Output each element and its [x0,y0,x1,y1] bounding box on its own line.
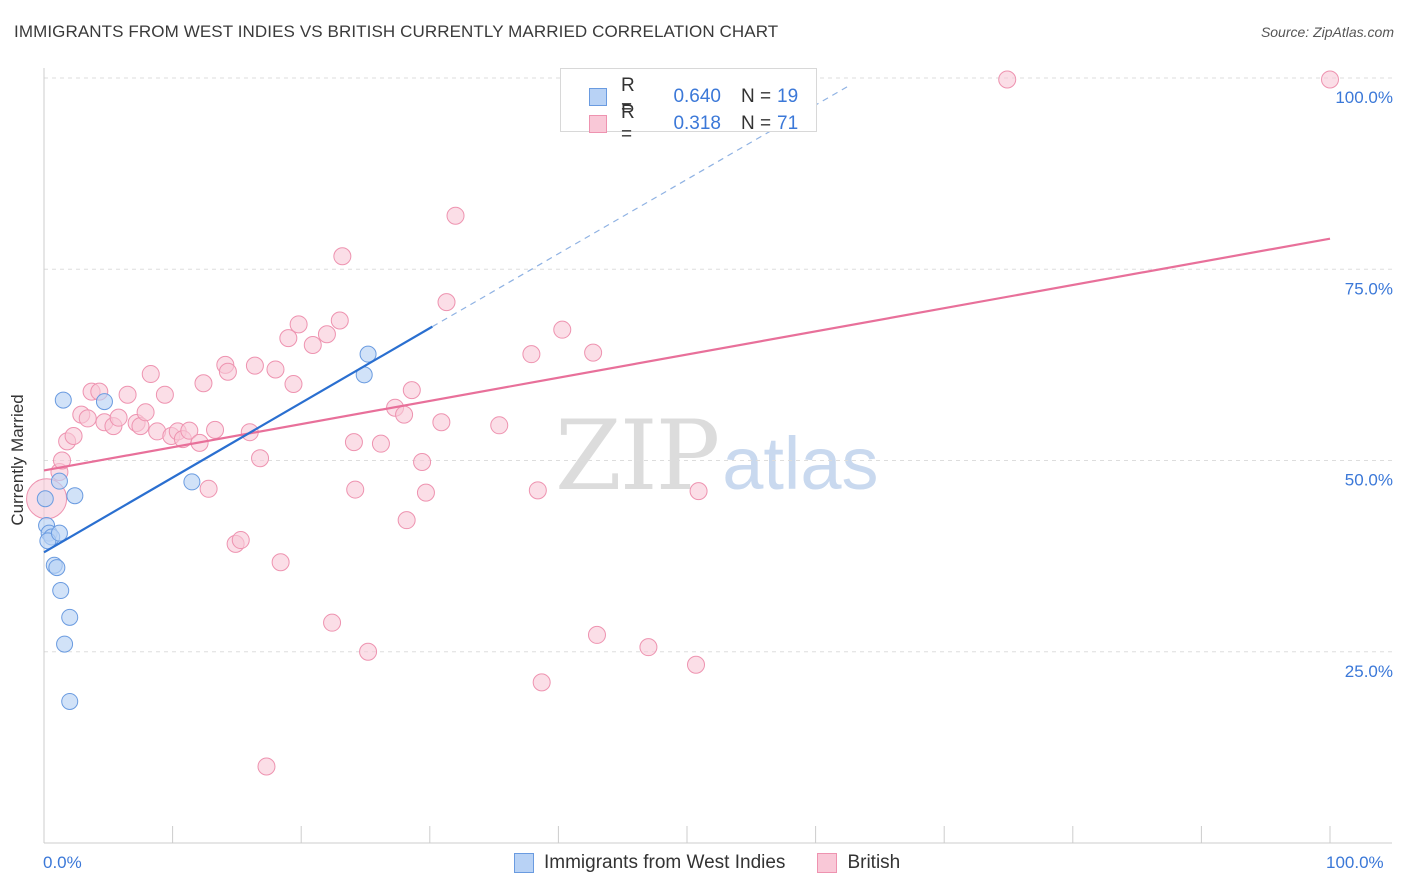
british-point [155,385,174,404]
british-point [395,405,414,424]
west-indies-point [66,487,84,505]
british-point [490,416,509,435]
british-point [118,385,137,404]
legend-label-british: British [847,852,901,873]
british-point [231,531,250,550]
british-point [317,325,336,344]
chart-title: IMMIGRANTS FROM WEST INDIES VS BRITISH C… [14,22,779,41]
x-tick-label-min: 0.0% [43,853,82,872]
british-point [346,480,365,499]
west-indies-point [61,692,79,710]
british-point [587,625,606,644]
british-point [199,479,218,498]
legend-item-west-indies: Immigrants from West Indies [514,852,785,874]
british-point [64,427,83,446]
british-point [532,673,551,692]
legend-r-value: 0.640 [673,86,721,107]
west-indies-point [36,490,54,508]
legend-r-value: 0.318 [673,113,721,134]
british-point [344,433,363,452]
y-axis-label: Currently Married [8,394,27,526]
y-tick-label: 50.0% [1345,471,1393,490]
british-point [413,453,432,472]
y-tick-label: 25.0% [1345,662,1393,681]
british-point [109,408,128,427]
british-point [446,206,465,225]
british-point [323,613,342,632]
british-point [437,293,456,312]
legend-r-label: R = [621,75,635,118]
source-label: Source: ZipAtlas.com [1260,24,1394,40]
y-tick-label: 100.0% [1335,88,1393,107]
legend-n-label: N = [741,113,772,134]
british-point [180,421,199,440]
legend-swatch-blue [589,88,607,106]
british-point [257,757,276,776]
british-point [136,403,155,422]
british-point [639,638,658,657]
legend-item-british: British [817,852,900,874]
west-indies-point [54,391,72,409]
legend-label-west-indies: Immigrants from West Indies [544,852,786,873]
west-indies-trend-line [43,325,433,554]
british-point [330,311,349,330]
legend-row-west-indies: R = 0.640 N = 19 [589,75,798,119]
british-point [78,409,97,428]
british-point [218,362,237,381]
british-point [266,360,285,379]
british-point [998,70,1017,89]
british-point [432,413,451,432]
british-point [279,329,298,348]
correlation-legend: R = 0.640 N = 19 R = 0.318 N = 71 [560,68,817,145]
british-point [53,451,72,470]
legend-r-label: R = [621,102,635,145]
west-indies-point [359,345,377,363]
british-point [271,553,290,572]
british-point [689,482,708,501]
british-point [584,343,603,362]
west-indies-point [50,524,68,542]
legend-swatch-pink [589,115,607,133]
west-indies-point [52,582,70,600]
x-tick-label-max: 100.0% [1326,853,1384,872]
british-point [687,655,706,674]
british-point [416,483,435,502]
legend-row-british: R = 0.318 N = 71 [589,102,798,146]
legend-swatch-pink [817,853,838,873]
west-indies-point [50,472,68,490]
legend-n-value: 71 [777,113,799,134]
west-indies-point [61,608,79,626]
west-indies-point [56,635,74,653]
british-point [1321,70,1339,89]
british-point [194,374,213,393]
british-point [402,381,421,400]
british-point [359,642,378,661]
series-legend: Immigrants from West Indies British [514,852,932,874]
legend-swatch-blue [514,853,534,873]
british-point [289,315,308,334]
british-point [528,481,547,500]
west-indies-point [183,473,201,491]
british-point [303,335,322,354]
british-point [397,511,416,530]
watermark-atlas: atlas [722,422,879,505]
british-point [251,449,270,468]
british-point [371,434,390,453]
legend-n-label: N = [741,86,772,107]
british-trend-line [43,237,1331,472]
british-point [206,420,225,439]
british-point [141,365,160,384]
british-point [333,247,352,266]
west-indies-point [95,393,113,411]
y-tick-label: 75.0% [1345,279,1393,298]
west-indies-point [48,559,66,577]
legend-n-value: 19 [777,86,799,107]
british-point [245,356,264,375]
british-point [284,375,303,393]
british-point [522,345,541,364]
british-point [553,320,572,339]
